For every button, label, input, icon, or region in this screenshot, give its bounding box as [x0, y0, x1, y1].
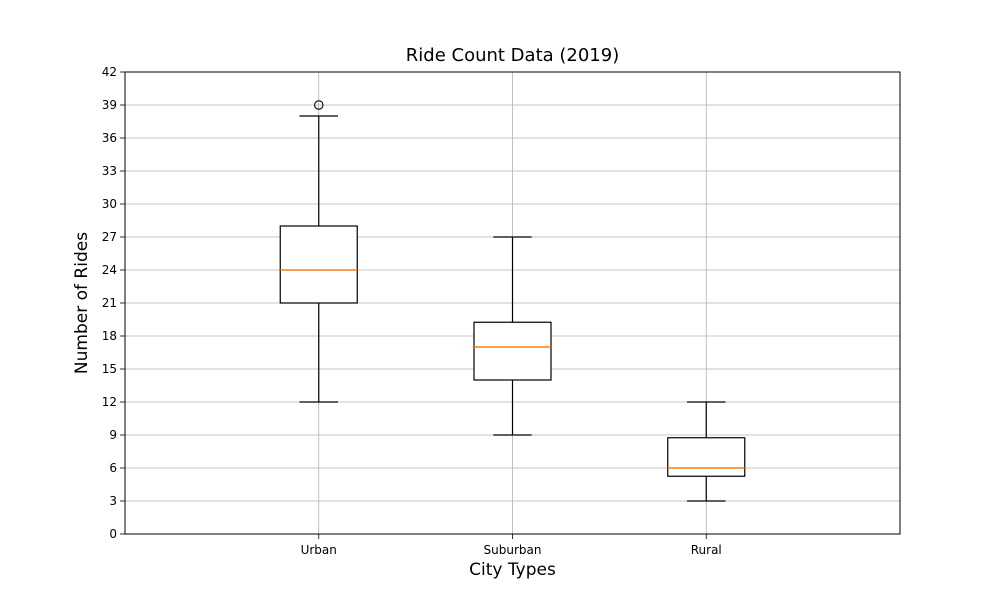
y-tick-label: 9 [109, 428, 117, 442]
y-tick-label: 39 [102, 98, 117, 112]
box [667, 437, 746, 477]
x-tick-label: Urban [301, 543, 337, 557]
y-tick-label: 33 [102, 164, 117, 178]
y-tick-label: 36 [102, 131, 117, 145]
y-tick-label: 42 [102, 65, 117, 79]
y-tick-label: 27 [102, 230, 117, 244]
x-tick-label: Suburban [484, 543, 542, 557]
y-tick-label: 12 [102, 395, 117, 409]
y-tick-label: 0 [109, 527, 117, 541]
y-tick-label: 6 [109, 461, 117, 475]
y-tick-label: 24 [102, 263, 117, 277]
axes-frame [124, 71, 901, 535]
y-tick-label: 18 [102, 329, 117, 343]
x-tick-label: Rural [691, 543, 722, 557]
box [279, 225, 358, 304]
outlier-point [313, 100, 324, 110]
y-tick-label: 21 [102, 296, 117, 310]
y-tick-label: 30 [102, 197, 117, 211]
y-tick-label: 15 [102, 362, 117, 376]
box [473, 321, 552, 381]
chart-title: Ride Count Data (2019) [405, 45, 620, 66]
x-axis-label: City Types [469, 560, 556, 580]
y-tick-label: 3 [109, 494, 117, 508]
